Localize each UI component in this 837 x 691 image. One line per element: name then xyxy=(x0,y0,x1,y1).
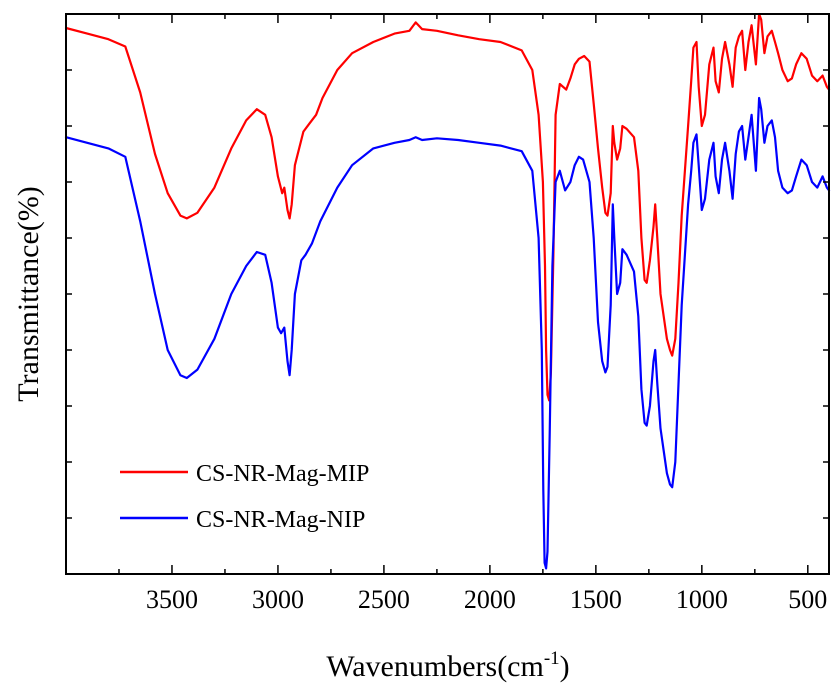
x-axis-title: Wavenumbers(cm-1) xyxy=(326,648,569,683)
x-tick-label: 2500 xyxy=(358,585,410,614)
y-axis-title: Transmittance(%) xyxy=(12,186,45,402)
x-tick-label: 3000 xyxy=(252,585,304,614)
plot-frame xyxy=(65,13,830,575)
x-axis-title-superscript: -1 xyxy=(544,648,560,669)
legend: CS-NR-Mag-MIP CS-NR-Mag-NIP xyxy=(120,461,369,533)
legend-label-nip: CS-NR-Mag-NIP xyxy=(196,507,365,533)
series-line-nip xyxy=(64,96,831,570)
series-layer xyxy=(64,12,831,570)
x-tick-label: 1000 xyxy=(676,585,728,614)
x-tick-label: 1500 xyxy=(570,585,622,614)
x-tick-label: 500 xyxy=(788,585,827,614)
x-axis-title-close: ) xyxy=(560,650,570,683)
x-tick-label: 3500 xyxy=(146,585,198,614)
series-line-mip xyxy=(64,12,831,402)
x-tick-labels: 3500 3000 2500 2000 1500 1000 500 xyxy=(146,585,827,614)
ticks-layer xyxy=(66,14,829,574)
x-axis-title-main: Wavenumbers(cm xyxy=(326,650,544,683)
legend-label-mip: CS-NR-Mag-MIP xyxy=(196,461,369,487)
x-tick-label: 2000 xyxy=(464,585,516,614)
